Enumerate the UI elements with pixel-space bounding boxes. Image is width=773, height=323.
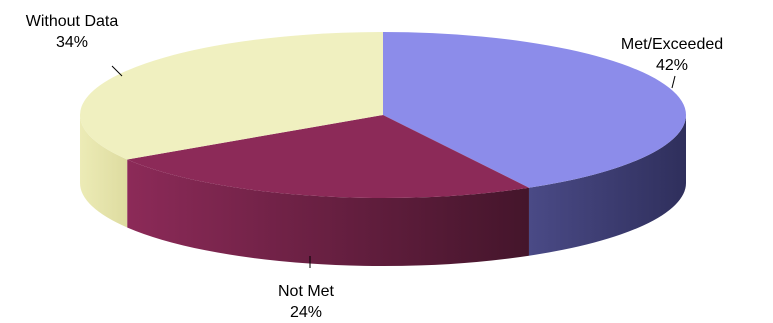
slice-value-without-data: 34% [56,34,88,51]
slice-label-without-data: Without Data [26,13,119,30]
slice-met-exceeded [383,32,687,188]
slice-label-not-met: Not Met [278,283,335,300]
slice-label-met-exceeded: Met/Exceeded [621,36,723,53]
pie-side-walls [80,115,686,266]
slice-value-not-met: 24% [290,304,322,321]
pie-top-faces [80,32,687,199]
slice-not-met [127,115,529,199]
leader-line-met-exceeded [671,75,676,89]
slice-side-met-exceeded [528,115,686,256]
slice-side-without-data [80,115,128,228]
leader-line-without-data [111,65,123,77]
slice-side-not-met [127,159,529,266]
slice-without-data [80,32,384,160]
slice-value-met-exceeded: 42% [656,57,688,74]
